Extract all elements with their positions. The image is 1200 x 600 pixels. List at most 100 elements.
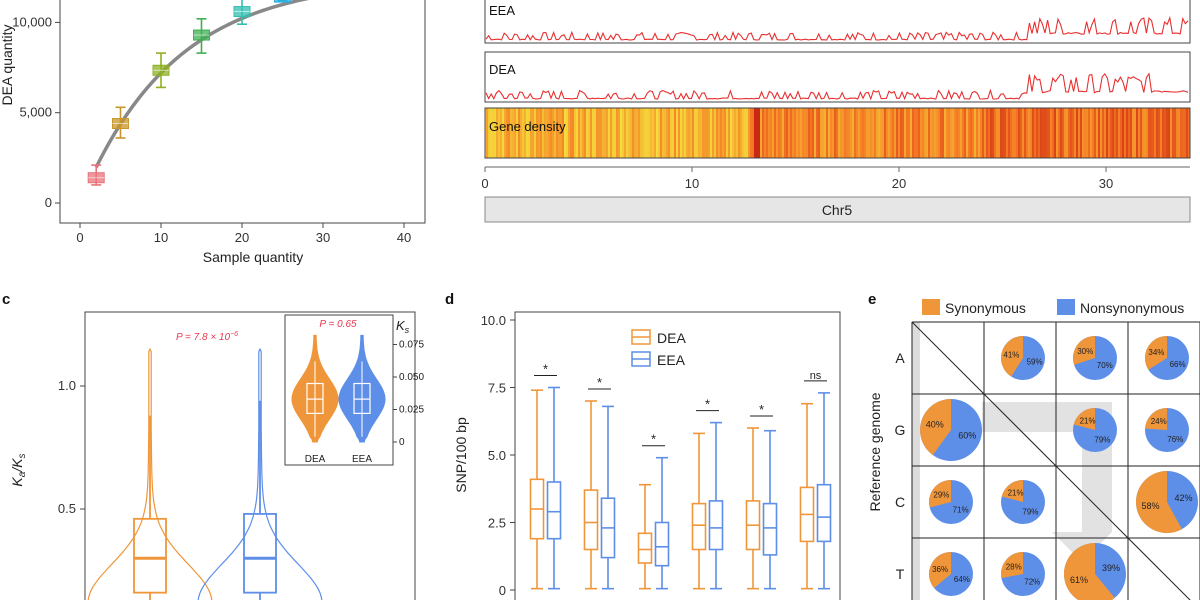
density-stripe xyxy=(1116,108,1119,158)
density-stripe xyxy=(1120,108,1123,158)
density-stripe xyxy=(804,108,807,158)
density-stripe xyxy=(852,108,855,158)
density-stripe xyxy=(966,108,969,158)
density-stripe xyxy=(1172,108,1175,158)
density-stripe xyxy=(702,108,705,158)
density-stripe xyxy=(1160,108,1163,158)
density-stripe xyxy=(598,108,601,158)
density-stripe xyxy=(1042,108,1045,158)
density-stripe xyxy=(994,108,997,158)
density-stripe xyxy=(976,108,979,158)
density-stripe xyxy=(1064,108,1067,158)
density-stripe xyxy=(1178,108,1181,158)
density-stripe xyxy=(940,108,943,158)
a-xtick-label: 40 xyxy=(397,230,411,245)
c-box xyxy=(243,513,277,594)
density-stripe xyxy=(1156,108,1159,158)
a-ytick-label: 5,000 xyxy=(19,105,52,120)
density-stripe xyxy=(806,108,809,158)
e-diagonal xyxy=(911,321,1191,600)
density-stripe xyxy=(546,108,549,158)
e-grey-band xyxy=(912,322,920,600)
density-stripe xyxy=(552,108,555,158)
density-stripe xyxy=(1138,108,1141,158)
density-stripe xyxy=(988,108,991,158)
density-stripe xyxy=(582,108,585,158)
d-ytick-label: 0 xyxy=(499,583,506,598)
density-stripe xyxy=(1016,108,1019,158)
density-stripe xyxy=(516,108,519,158)
b-xtick-label: 0 xyxy=(481,176,488,191)
density-stripe xyxy=(756,108,759,158)
e-pie-non-label: 60% xyxy=(958,430,976,440)
density-stripe xyxy=(1072,108,1075,158)
inset-violin-eea: EEA xyxy=(338,334,386,465)
density-stripe xyxy=(1002,108,1005,158)
e-pie-syn xyxy=(1144,336,1167,370)
density-stripe xyxy=(1114,108,1117,158)
density-stripe xyxy=(652,108,655,158)
density-stripe xyxy=(898,108,901,158)
density-stripe xyxy=(856,108,859,158)
e-pie-non-label: 79% xyxy=(1094,436,1110,445)
density-stripe xyxy=(558,108,561,158)
density-stripe xyxy=(1034,108,1037,158)
panel-c-frame xyxy=(84,311,416,600)
e-pie-non-label: 70% xyxy=(1097,361,1113,370)
inset-box xyxy=(306,382,324,414)
density-stripe xyxy=(810,108,813,158)
d-ytick-label: 5.0 xyxy=(488,448,506,463)
density-stripe xyxy=(706,108,709,158)
d-pair-3: * xyxy=(637,432,670,590)
density-stripe xyxy=(768,108,771,158)
c-box xyxy=(133,517,167,594)
density-stripe xyxy=(844,108,847,158)
density-stripe xyxy=(712,108,715,158)
panel-d-ylabel: SNP/100 bp xyxy=(453,417,469,493)
b-xtick-label: 30 xyxy=(1099,176,1113,191)
e-pie: 41% 59% xyxy=(1000,336,1045,380)
density-stripe xyxy=(654,108,657,158)
density-stripe xyxy=(1128,108,1131,158)
d-box-eea xyxy=(708,500,724,551)
density-stripe xyxy=(980,108,983,158)
density-stripe xyxy=(908,108,911,158)
density-stripe xyxy=(1048,108,1051,158)
density-stripe xyxy=(570,108,573,158)
density-stripe xyxy=(1170,108,1173,158)
density-stripe xyxy=(560,108,563,158)
legend-nonsynonymous-label: Nonsynonymous xyxy=(1080,300,1184,316)
density-stripe xyxy=(1102,108,1105,158)
density-stripe xyxy=(1108,108,1111,158)
density-stripe xyxy=(1144,108,1147,158)
density-stripe xyxy=(992,108,995,158)
density-stripe xyxy=(1044,108,1047,158)
density-stripe xyxy=(494,108,497,158)
density-stripe xyxy=(1056,108,1059,158)
density-stripe xyxy=(1184,108,1187,158)
density-stripe xyxy=(802,108,805,158)
density-stripe xyxy=(874,108,877,158)
density-stripe xyxy=(978,108,981,158)
density-stripe xyxy=(1026,108,1029,158)
density-stripe xyxy=(1122,108,1125,158)
e-pie-non-label: 76% xyxy=(1167,435,1183,444)
e-pie-syn-label: 21% xyxy=(1080,416,1096,425)
density-stripe xyxy=(1186,108,1189,158)
density-stripe xyxy=(648,108,651,158)
legend-eea-label: EEA xyxy=(657,352,686,368)
density-stripe xyxy=(658,108,661,158)
e-pie: 58% 42% xyxy=(1136,471,1198,534)
gene-density-label: Gene density xyxy=(489,119,566,134)
panel-d-legend: DEA EEA xyxy=(631,329,686,368)
a-xtick-label: 0 xyxy=(76,230,83,245)
density-stripe xyxy=(696,108,699,158)
density-stripe xyxy=(610,108,613,158)
density-stripe xyxy=(1020,108,1023,158)
d-pair-6: ns xyxy=(799,370,832,590)
density-stripe xyxy=(1062,108,1065,158)
density-stripe xyxy=(786,108,789,158)
e-pie-syn-label: 40% xyxy=(926,420,944,430)
panel-c-violin: c Ka/Ks 0.5 1.0 P = 7.8 × 10−6 P = 0.65 K… xyxy=(2,291,424,600)
legend-synonymous-label: Synonymous xyxy=(945,300,1026,316)
